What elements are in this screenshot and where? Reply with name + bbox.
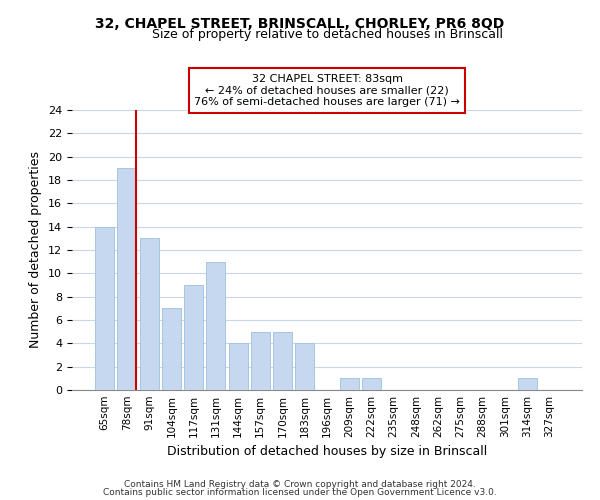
Y-axis label: Number of detached properties: Number of detached properties (29, 152, 43, 348)
Bar (251, 332, 270, 390)
Bar (340, 378, 359, 390)
Bar (229, 344, 248, 390)
Bar (362, 378, 381, 390)
Bar (518, 378, 536, 390)
Bar (206, 262, 225, 390)
Bar (295, 344, 314, 390)
Bar (273, 332, 292, 390)
Text: 32, CHAPEL STREET, BRINSCALL, CHORLEY, PR6 8QD: 32, CHAPEL STREET, BRINSCALL, CHORLEY, P… (95, 18, 505, 32)
Bar (162, 308, 181, 390)
Bar (95, 226, 114, 390)
Text: 32 CHAPEL STREET: 83sqm
← 24% of detached houses are smaller (22)
76% of semi-de: 32 CHAPEL STREET: 83sqm ← 24% of detache… (194, 74, 460, 107)
Bar (184, 285, 203, 390)
Bar (118, 168, 136, 390)
Bar (140, 238, 158, 390)
Text: Contains public sector information licensed under the Open Government Licence v3: Contains public sector information licen… (103, 488, 497, 497)
Text: Contains HM Land Registry data © Crown copyright and database right 2024.: Contains HM Land Registry data © Crown c… (124, 480, 476, 489)
Title: Size of property relative to detached houses in Brinscall: Size of property relative to detached ho… (151, 28, 503, 41)
X-axis label: Distribution of detached houses by size in Brinscall: Distribution of detached houses by size … (167, 446, 487, 458)
